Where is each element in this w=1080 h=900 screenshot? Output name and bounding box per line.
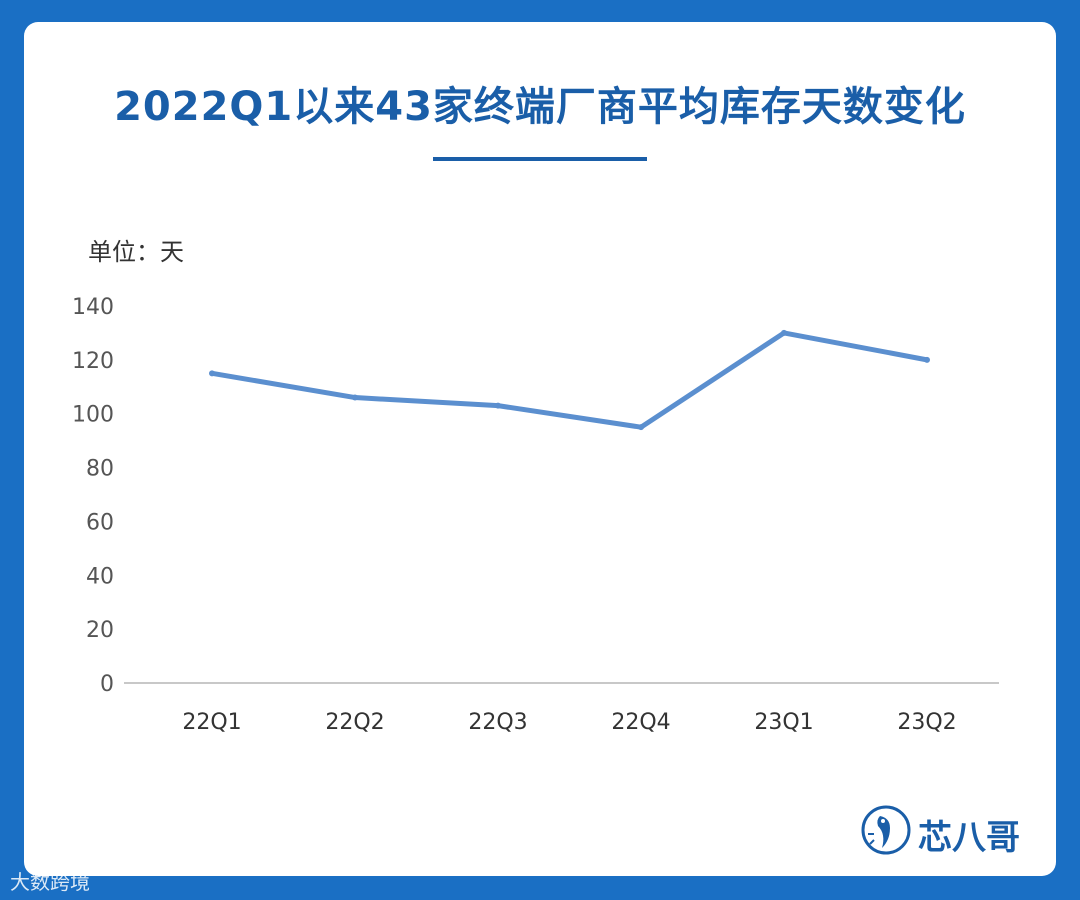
x-tick-label: 23Q1: [754, 710, 813, 735]
bird-logo-icon: [861, 805, 911, 855]
source-tag: 大数跨境: [10, 870, 90, 894]
x-tick-label: 22Q3: [468, 710, 527, 735]
y-tick-label: 20: [86, 618, 114, 643]
x-tick-label: 22Q4: [611, 710, 670, 735]
data-point: [781, 329, 787, 336]
y-tick-label: 140: [72, 295, 114, 320]
x-tick-label: 22Q2: [325, 710, 384, 735]
y-axis-ticks: 0 20 40 60 80 100 120 140: [72, 295, 114, 697]
y-tick-label: 120: [72, 349, 114, 374]
y-tick-label: 60: [86, 510, 114, 535]
data-point: [924, 356, 930, 363]
x-tick-label: 22Q1: [182, 710, 241, 735]
data-point: [209, 370, 215, 377]
data-point: [638, 424, 644, 431]
y-tick-label: 80: [86, 457, 114, 482]
title-underline: [433, 157, 647, 161]
brand-name: 芯八哥: [918, 818, 1020, 858]
brand-logo: 芯八哥: [860, 802, 1040, 866]
data-point: [495, 402, 501, 409]
data-point: [352, 394, 358, 401]
chart-title: 2022Q1以来43家终端厂商平均库存天数变化: [114, 84, 966, 130]
y-tick-label: 100: [72, 403, 114, 428]
series-line: [209, 330, 930, 430]
y-tick-label: 40: [86, 564, 114, 589]
y-tick-label: 0: [100, 672, 114, 697]
x-tick-label: 23Q2: [897, 710, 956, 735]
chart-card: 2022Q1以来43家终端厂商平均库存天数变化 单位：天 0 20 40 60 80 10…: [24, 22, 1056, 876]
x-axis-ticks: 22Q1 22Q2 22Q3 22Q4 23Q1 23Q2: [182, 710, 956, 735]
unit-label: 单位：天: [88, 238, 184, 266]
